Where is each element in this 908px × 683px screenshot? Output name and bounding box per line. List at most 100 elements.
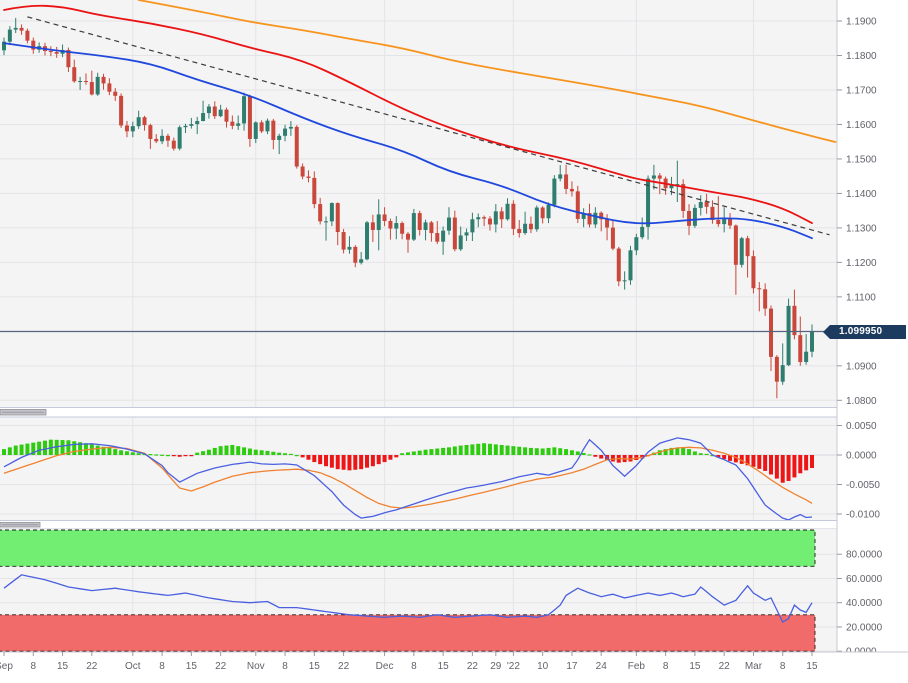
macd-bar	[394, 455, 399, 458]
time-label: Nov	[247, 661, 265, 672]
macd-bar	[400, 453, 405, 455]
time-axis-background[interactable]	[0, 652, 908, 683]
candle-body	[25, 30, 30, 41]
macd-bar	[212, 447, 217, 455]
candle-body	[83, 81, 88, 83]
macd-bar	[446, 447, 451, 455]
candle-body	[107, 83, 112, 92]
macd-bar	[124, 451, 129, 455]
macd-bar	[19, 444, 24, 455]
macd-bar	[130, 452, 135, 455]
macd-bar	[698, 453, 703, 455]
candle-body	[792, 305, 797, 336]
candle-body	[523, 223, 528, 234]
candle-body	[400, 223, 405, 234]
macd-line	[3, 437, 813, 521]
axis-label: 60.0000	[846, 574, 883, 585]
macd-bar	[288, 453, 293, 456]
candle-body	[318, 204, 323, 222]
macd-bar	[663, 449, 668, 455]
candle-body	[154, 138, 159, 142]
candle-body	[13, 27, 18, 30]
candle-body	[247, 96, 252, 139]
macd-bar	[265, 450, 270, 455]
candle-body	[277, 135, 282, 140]
time-label: 8	[411, 661, 417, 672]
axis-label: 80.0000	[846, 550, 883, 561]
time-axis[interactable]: Sep 8 15 22 Oct 8 15 22 Nov 8 15 22 Dec 8 15 22 29 '22 10 1…	[0, 651, 908, 683]
macd-bar	[236, 446, 241, 455]
candle-body	[769, 308, 774, 357]
macd-bar	[540, 448, 545, 455]
time-label: 15	[438, 661, 450, 672]
time-label: 29	[490, 661, 502, 672]
macd-bar	[160, 454, 165, 456]
macd-bar	[224, 445, 229, 455]
candle-body	[511, 203, 516, 229]
macd-bar	[247, 448, 252, 455]
macd-bar	[101, 446, 106, 455]
macd-bar	[610, 455, 615, 462]
candle-body	[493, 211, 498, 225]
candle-body	[423, 222, 428, 230]
candle-body	[300, 166, 305, 177]
candle-body	[716, 219, 721, 225]
candle-body	[669, 185, 674, 189]
candle-body	[142, 117, 147, 126]
macd-bar	[722, 455, 727, 460]
macd-bar	[318, 455, 323, 465]
macd-bar	[341, 455, 346, 470]
macd-bar	[528, 447, 533, 455]
candle-body	[259, 122, 264, 132]
candle-body	[388, 221, 393, 229]
macd-bar	[745, 455, 750, 466]
time-label: 8	[780, 661, 786, 672]
separator-strip[interactable]	[0, 407, 908, 418]
panel-separator-1[interactable]	[0, 407, 908, 418]
macd-bar	[370, 455, 375, 467]
panel-separator-2[interactable]	[0, 520, 908, 530]
candle-body	[212, 106, 217, 117]
time-label: 15	[57, 661, 69, 672]
macd-bar	[283, 453, 288, 455]
macd-bar	[95, 445, 100, 455]
descending-trendline[interactable]	[27, 16, 830, 236]
candle-body	[201, 113, 206, 121]
candle-body	[458, 235, 463, 250]
rsi-panel[interactable]	[0, 529, 837, 652]
candle-body	[482, 217, 487, 219]
macd-bar	[628, 455, 633, 462]
candle-body	[605, 219, 610, 228]
macd-bar	[482, 443, 487, 455]
candle-body	[394, 223, 399, 229]
axis-label: 1.1400	[846, 189, 877, 200]
macd-bar	[809, 455, 814, 468]
separator-strip[interactable]	[0, 520, 908, 530]
macd-bar	[417, 450, 422, 455]
candle-body	[470, 219, 475, 233]
macd-bar	[581, 452, 586, 455]
macd-bar	[113, 449, 118, 455]
macd-panel[interactable]	[0, 417, 837, 521]
macd-bar	[382, 455, 387, 463]
macd-plot-background[interactable]	[0, 417, 837, 521]
macd-bar	[470, 444, 475, 455]
macd-bar	[423, 449, 428, 455]
axis-label: 1.1600	[846, 120, 877, 131]
candles	[2, 17, 814, 399]
price-plot-background[interactable]	[0, 0, 837, 408]
candle-body	[722, 218, 727, 225]
candle-body	[698, 202, 703, 208]
macd-bar	[452, 446, 457, 455]
price-panel[interactable]	[0, 0, 837, 408]
candle-body	[675, 184, 680, 186]
axis-label: 0.0000	[846, 451, 877, 462]
rsi-line	[3, 574, 813, 624]
candle-body	[804, 351, 809, 363]
candle-body	[505, 203, 510, 220]
candle-body	[7, 29, 12, 42]
macd-bar	[277, 452, 282, 455]
candle-body	[610, 227, 615, 249]
candle-body	[581, 213, 586, 219]
